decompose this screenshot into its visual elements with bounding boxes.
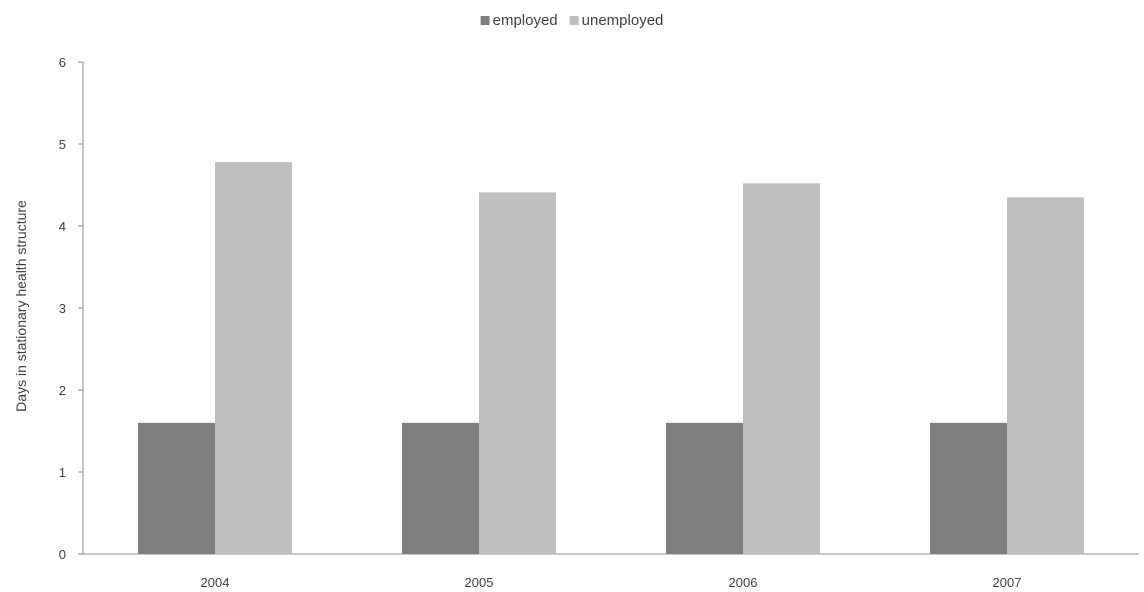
legend-swatch-unemployed: [569, 16, 579, 25]
y-tick-label: 2: [59, 383, 66, 398]
legend-label-unemployed: unemployed: [582, 12, 664, 29]
bar-employed-2006: [666, 422, 743, 554]
bar-unemployed-2007: [1007, 197, 1084, 555]
legend: employed unemployed: [480, 12, 664, 29]
x-tick-label: 2006: [729, 575, 758, 590]
x-axis: 2004 2005 2006 2007: [83, 553, 1139, 590]
x-tick-label: 2007: [993, 575, 1022, 590]
y-tick-label: 6: [59, 55, 66, 70]
y-tick-label: 3: [59, 301, 66, 316]
legend-label-employed: employed: [493, 12, 558, 29]
bar-unemployed-2004: [215, 162, 292, 555]
x-tick-label: 2004: [201, 575, 230, 590]
y-tick-label: 0: [59, 547, 66, 562]
bar-employed-2004: [138, 422, 215, 554]
bar-employed-2005: [402, 422, 479, 554]
bar-unemployed-2006: [743, 183, 820, 555]
bar-unemployed-2005: [479, 192, 556, 554]
bar-employed-2007: [930, 422, 1007, 554]
y-tick-label: 4: [59, 219, 66, 234]
y-tick-label: 5: [59, 137, 66, 152]
y-axis: 0 1 2 3 4 5 6: [59, 55, 84, 562]
y-axis-title: Days in stationary health structure: [13, 200, 29, 412]
bars: [138, 162, 1084, 555]
legend-swatch-employed: [480, 16, 490, 25]
y-tick-label: 1: [59, 465, 66, 480]
x-tick-label: 2005: [465, 575, 494, 590]
